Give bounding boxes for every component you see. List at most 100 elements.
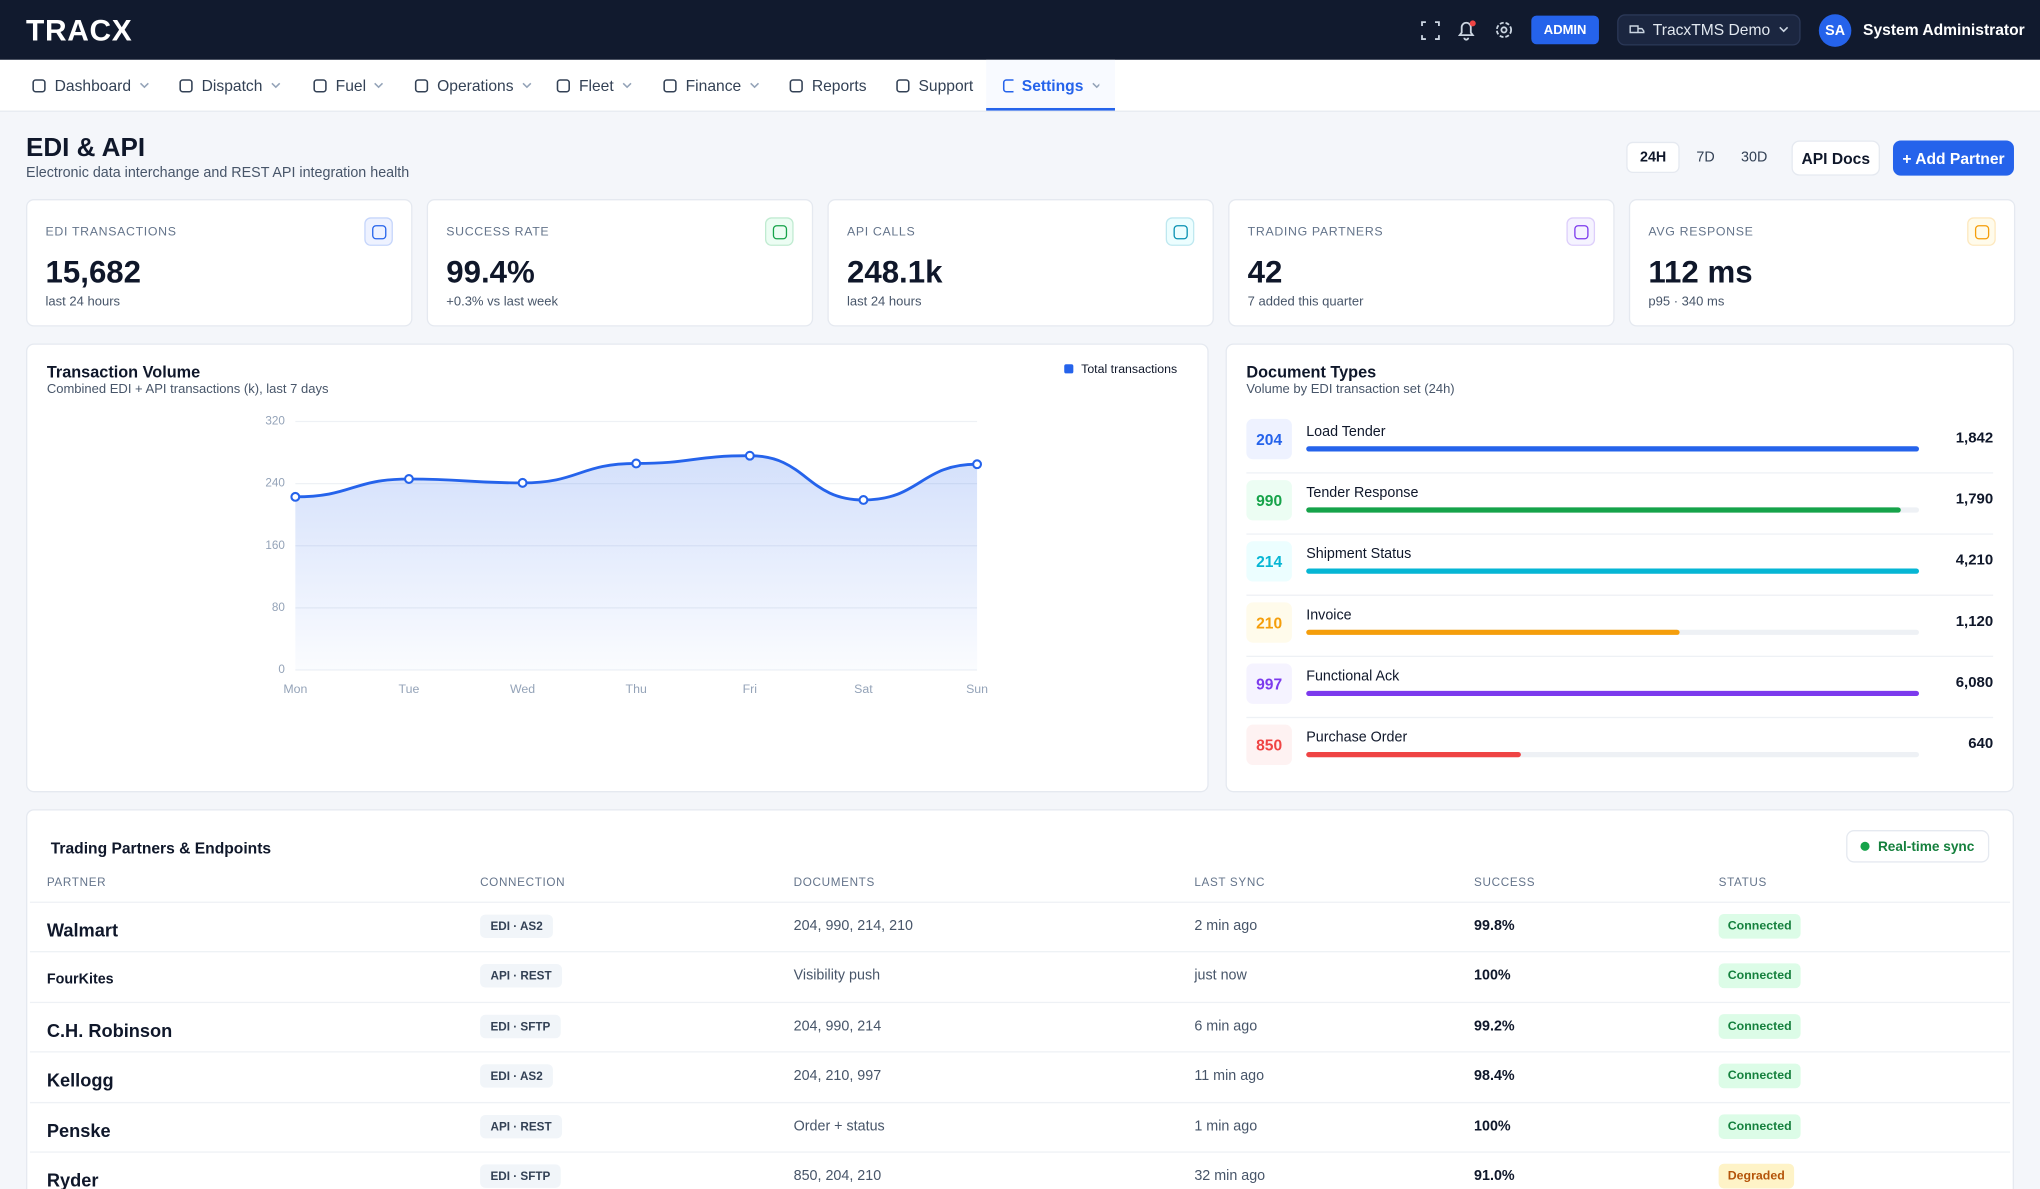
card-title: Trading Partners & Endpoints [50, 839, 272, 858]
row-divider [29, 1151, 2011, 1153]
caret-path [622, 82, 632, 88]
caret [374, 82, 384, 88]
kpi-card: EDI TRANSACTIONS 15,682 last 24 hours [26, 199, 413, 327]
sync-indicator: Real-time sync [1846, 830, 1990, 863]
x-tick-label: Tue [399, 682, 420, 696]
nav-icon [556, 78, 570, 92]
kpi-card: AVG RESPONSE 112 ms p95 · 340 ms [1628, 199, 2016, 327]
kpi-value: 15,682 [45, 254, 142, 291]
point [290, 491, 301, 502]
nav-label: Finance [685, 76, 742, 95]
sync-label: Real-time sync [1877, 838, 1975, 855]
doc-count: 6,080 [1955, 675, 1994, 691]
fullscreen-icon[interactable] [1421, 21, 1440, 40]
chart-subtitle: Combined EDI + API transactions (k), las… [46, 382, 329, 397]
doc-count: 640 [1968, 736, 1994, 752]
nav-icon-shape [414, 78, 429, 92]
doc-count: 1,790 [1955, 491, 1994, 508]
cell-success: 91.0% [1474, 1168, 1515, 1184]
nav-item[interactable]: Dashboard [31, 60, 149, 111]
nav-item[interactable]: Reports [788, 60, 867, 111]
nav-icon-shape [313, 78, 327, 92]
kpi-value: 248.1k [846, 254, 943, 291]
caret [1091, 82, 1100, 88]
settings-icon[interactable] [1495, 21, 1513, 38]
kpi-icon [764, 217, 794, 246]
doc-code: 204 [1246, 418, 1292, 460]
x-tick-label: Sat [854, 682, 873, 696]
nav-icon [414, 78, 429, 92]
doc-count: 1,842 [1955, 430, 1994, 447]
user-name[interactable]: System Administrator [1863, 20, 2025, 40]
x-tick-label: Mon [283, 682, 307, 696]
y-tick-label: 0 [278, 663, 285, 676]
workspace-selector[interactable]: TracxTMS Demo [1617, 14, 1801, 46]
y-tick-label: 160 [265, 539, 285, 552]
nav-item[interactable]: Operations [414, 60, 532, 111]
nav-item[interactable]: Settings [986, 59, 1115, 111]
cell-status: Connected [1718, 1013, 1801, 1039]
nav-item[interactable]: Fleet [556, 60, 632, 111]
doc-code: 997 [1246, 663, 1292, 704]
kpi-card: SUCCESS RATE 99.4% +0.3% vs last week [426, 199, 814, 327]
settings-icon-core [1500, 26, 1508, 34]
y-tick-label: 80 [272, 601, 286, 614]
nav-label: Support [918, 76, 974, 95]
doc-code: 990 [1246, 480, 1292, 521]
nav-item[interactable]: Support [895, 60, 973, 111]
admin-badge[interactable]: ADMIN [1531, 15, 1599, 45]
point [858, 495, 869, 505]
column-header: PARTNER [46, 875, 107, 889]
cell-success: 98.4% [1474, 1068, 1515, 1084]
cell-success: 99.8% [1474, 918, 1515, 935]
bar-track [1306, 751, 1920, 758]
page-title: EDI & API [26, 134, 146, 163]
doc-name: Shipment Status [1306, 546, 1412, 563]
doc-name: Functional Ack [1306, 668, 1400, 685]
logo[interactable]: TRACX [26, 13, 133, 47]
kpi-icon-glyph [1172, 224, 1188, 239]
caret-path [749, 82, 759, 88]
api-docs-button[interactable]: API Docs [1791, 140, 1880, 176]
bar [1306, 751, 1521, 758]
bell-icon[interactable] [1457, 21, 1475, 41]
cell-partner: Ryder [46, 1169, 99, 1189]
kpi-note: last 24 hours [846, 295, 922, 310]
nav-label: Dashboard [54, 76, 132, 95]
row-divider [1246, 655, 1994, 658]
range-option[interactable]: 7D [1696, 149, 1715, 166]
legend-label: Total transactions [1081, 362, 1177, 376]
nav-item[interactable]: Finance [662, 60, 759, 111]
doc-name: Invoice [1306, 607, 1352, 624]
nav-icon-shape [556, 78, 570, 92]
nav-item[interactable]: Dispatch [178, 60, 280, 111]
workspace-name: TracxTMS Demo [1652, 20, 1771, 40]
avatar[interactable]: SA [1818, 14, 1852, 47]
kpi-label: SUCCESS RATE [446, 225, 550, 240]
nav-label: Dispatch [201, 76, 263, 95]
point [517, 477, 528, 488]
nav-item[interactable]: Fuel [312, 60, 384, 111]
nav-icon [1002, 78, 1015, 92]
kpi-label: AVG RESPONSE [1648, 225, 1754, 240]
range-option[interactable]: 24H [1626, 141, 1680, 174]
range-option[interactable]: 30D [1741, 149, 1768, 166]
caret [1778, 26, 1788, 33]
partners-card: Trading Partners & Endpoints Real-time sy… [26, 809, 2014, 1189]
kpi-note: p95 · 340 ms [1648, 295, 1725, 310]
header-icons [1421, 20, 1513, 41]
doc-count: 4,210 [1955, 552, 1994, 569]
kpi-value: 112 ms [1648, 254, 1753, 291]
nav-icon [896, 78, 910, 92]
cell-partner: Walmart [46, 919, 119, 941]
cell-documents: 204, 210, 997 [793, 1068, 882, 1084]
add-partner-button[interactable]: + Add Partner [1892, 140, 2014, 176]
column-header: SUCCESS [1474, 875, 1536, 889]
card-title: Document Types [1246, 362, 1377, 382]
truck-icon [1629, 25, 1645, 34]
doc-code: 210 [1246, 602, 1292, 643]
kpi-note: 7 added this quarter [1247, 295, 1364, 310]
cell-status: Connected [1718, 913, 1801, 939]
